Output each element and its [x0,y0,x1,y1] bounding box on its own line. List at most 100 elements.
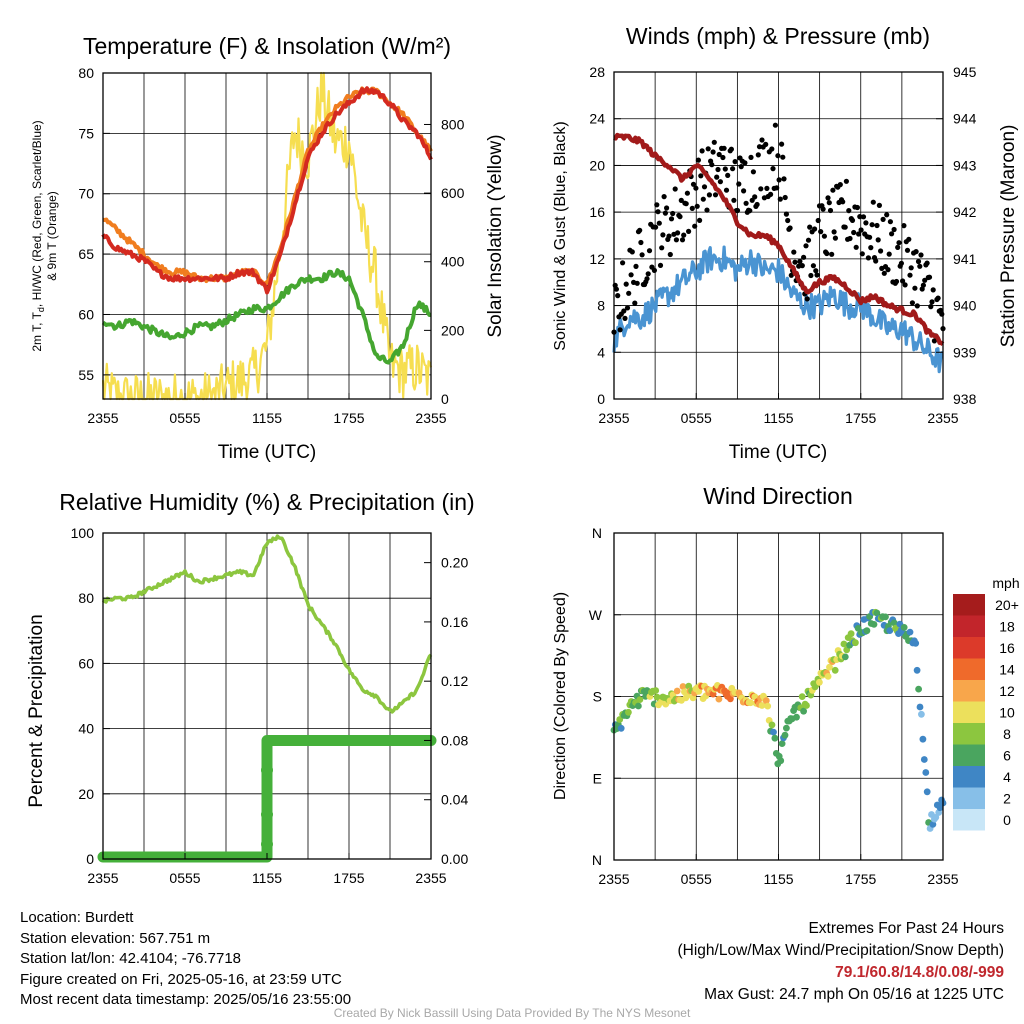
direction-point [906,628,914,636]
gust-point [668,216,675,222]
direction-point [912,639,920,647]
gust-point [679,237,686,243]
gust-point [662,210,669,216]
gust-point [840,199,846,205]
gust-point [772,122,779,128]
y-tick-label-right: 800 [441,116,465,132]
y-tick-label: 0 [597,391,605,407]
gust-point [859,251,865,257]
gust-point [868,245,874,251]
legend-swatch [953,680,985,702]
humidity-series [97,534,437,863]
temperature-y-label: 2m T, Td, HI/WC (Red, Green, Scarlet/Blu… [30,120,46,351]
x-tick-label: 0555 [169,870,200,886]
winds-title: Winds (mph) & Pressure (mb) [626,23,930,49]
gust-point [675,230,681,236]
y-tick-label: 8 [597,298,605,314]
gust-point [908,265,914,271]
gust-point [698,173,704,179]
pressure-y-ticks: 938 939 940 941 942 943 944 945 [936,64,977,407]
gust-point [875,237,881,243]
gust-point [732,159,738,165]
direction-point [652,687,660,694]
legend-swatch [953,615,985,637]
gust-point [829,251,835,257]
insolation-y-ticks: 0 200 400 600 800 [424,116,465,407]
gust-point [629,249,635,255]
y-tick-label-right: 938 [953,391,977,407]
x-tick-label: 2355 [927,871,958,887]
temperature-title: Temperature (F) & Insolation (W/m²) [83,33,451,59]
gust-point [777,196,783,202]
gust-point [901,223,907,229]
gust-point [697,217,703,223]
legend-swatch [953,594,985,616]
x-tick-label: 1755 [845,410,876,426]
direction-point [771,734,779,742]
direction-point [679,683,687,690]
gust-point [812,226,818,232]
legend-label: 10 [999,705,1015,721]
x-tick-label: 1155 [252,410,282,426]
gust-point [891,226,897,233]
gust-point [895,244,901,250]
humidity-title: Relative Humidity (%) & Precipitation (i… [59,489,474,515]
gust-point [638,239,644,246]
gust-point [644,276,650,282]
gust-point [628,272,634,278]
y-tick-label: 65 [78,246,94,262]
legend-swatch [953,809,985,831]
y-tick-label: E [593,770,602,786]
gust-point [930,287,936,293]
winds-y-label: Sonic Wind & Gust (Blue, Black) [552,121,569,350]
gust-point [917,263,923,269]
gust-point [677,214,683,220]
gust-point [858,227,864,233]
gust-point [922,277,928,283]
gust-point [808,272,814,279]
x-tick-label: 1755 [845,871,876,887]
gust-point [865,255,872,261]
sonic-wind-line [612,245,944,374]
gust-point [893,278,900,285]
gust-point [770,166,776,172]
gust-point [818,229,824,235]
gust-point [741,188,747,194]
gust-point [670,210,676,217]
direction-point [781,731,789,739]
gust-point [742,160,748,166]
gust-point [637,227,643,233]
direction-point [873,609,881,617]
x-tick-label: 0555 [681,871,712,887]
dewpoint-line [101,268,432,365]
y-tick-label-right: 0.16 [441,614,468,630]
gust-point [912,285,918,291]
gust-point [755,152,761,158]
gust-point [902,282,908,288]
direction-point [617,724,625,732]
direction-point [768,721,776,729]
gust-point [750,169,757,175]
direction-x-ticks: 2355 0555 1155 1755 2355 [598,854,959,887]
gust-point [807,224,813,230]
gust-point [792,259,798,265]
location-text: Location: Burdett [20,909,134,926]
direction-point [616,716,624,723]
legend-title: mph [992,575,1019,591]
gust-point [918,252,924,258]
direction-point [915,685,922,693]
direction-point [916,703,924,711]
gust-point [720,154,726,161]
gust-point [889,231,895,237]
x-tick-label: 0555 [169,410,200,426]
gust-point [722,166,728,172]
gust-point [805,237,812,243]
x-tick-label: 2355 [415,870,446,886]
y-tick-label: 20 [589,157,605,173]
gust-point [915,258,922,265]
gust-point [661,194,667,200]
gust-point [683,201,689,207]
gust-point [728,146,735,152]
temperature-x-ticks: 2355 0555 1155 1755 2355 [87,393,447,426]
